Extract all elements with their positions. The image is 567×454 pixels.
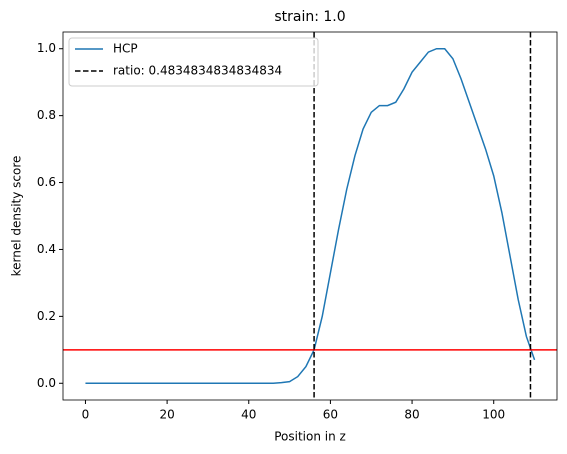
- y-tick-label: 0.0: [37, 376, 56, 390]
- x-tick-label: 60: [323, 408, 338, 422]
- y-tick-label: 0.4: [37, 242, 56, 256]
- legend-label: ratio: 0.4834834834834834: [113, 64, 282, 78]
- legend-label: HCP: [113, 42, 138, 56]
- line-series: [85, 47, 536, 385]
- x-tick-label: 100: [482, 408, 505, 422]
- y-axis-label: kernel density score: [10, 156, 24, 277]
- y-tick-label: 0.8: [37, 108, 56, 122]
- y-tick-label: 0.6: [37, 175, 56, 189]
- x-axis-label: Position in z: [274, 430, 346, 444]
- y-tick-label: 1.0: [37, 41, 56, 55]
- y-tick-label: 0.2: [37, 309, 56, 323]
- x-tick-label: 40: [241, 408, 256, 422]
- chart-title: strain: 1.0: [274, 9, 345, 25]
- x-tick-label: 20: [159, 408, 174, 422]
- legend-box: [68, 37, 319, 87]
- plot-frame: [62, 31, 558, 401]
- x-tick-label: 0: [82, 408, 90, 422]
- x-tick-label: 80: [404, 408, 419, 422]
